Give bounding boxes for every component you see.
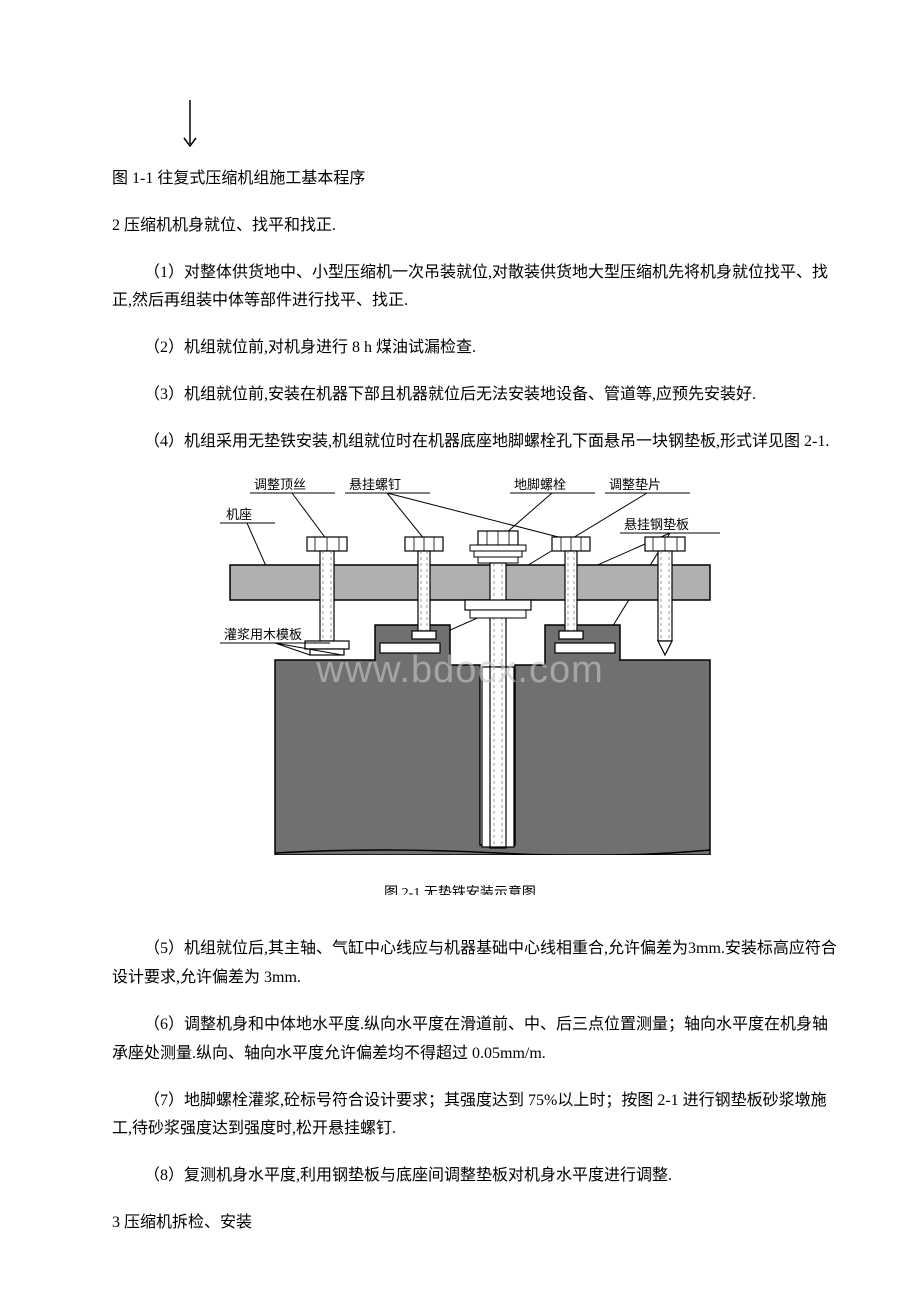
label-adjust-shim: 调整垫片 [609, 477, 661, 492]
label-adjust-screw: 调整顶丝 [254, 477, 306, 492]
installation-diagram-svg: 调整顶丝 悬挂螺钉 地脚螺栓 调整垫片 机座 悬挂钢垫板 [180, 475, 740, 855]
figure-1-1-caption: 图 1-1 往复式压缩机组施工基本程序 [80, 165, 840, 194]
figure-2-1-caption-cropped: 图 2-1 无垫铁安装示意图 [80, 885, 840, 895]
paragraph-2-5: （5）机组就位后,其主轴、气缸中心线应与机器基础中心线相重合,允许偏差为3mm.… [80, 935, 840, 993]
paragraph-2-1: （1）对整体供货地中、小型压缩机一次吊装就位,对散装供货地大型压缩机先将机身就位… [80, 259, 840, 317]
label-wood-formwork: 灌浆用木模板 [224, 627, 302, 642]
paragraph-2-7: （7）地脚螺栓灌浆,砼标号符合设计要求；其强度达到 75%以上时；按图 2-1 … [80, 1087, 840, 1145]
label-hang-screw: 悬挂螺钉 [349, 477, 401, 492]
paragraph-2-8: （8）复测机身水平度,利用钢垫板与底座间调整垫板对机身水平度进行调整. [80, 1162, 840, 1191]
label-steel-plate: 悬挂钢垫板 [624, 517, 689, 532]
paragraph-2-3: （3）机组就位前,安装在机器下部且机器就位后无法安装地设备、管道等,应预先安装好… [80, 381, 840, 410]
label-anchor-bolt: 地脚螺栓 [514, 477, 566, 492]
label-base: 机座 [226, 507, 252, 522]
paragraph-2-6: （6）调整机身和中体地水平度.纵向水平度在滑道前、中、后三点位置测量；轴向水平度… [80, 1011, 840, 1069]
paragraph-2-4: （4）机组采用无垫铁安装,机组就位时在机器底座地脚螺栓孔下面悬吊一块钢垫板,形式… [80, 428, 840, 457]
arrow-down-symbol [180, 100, 840, 150]
section-3-title: 3 压缩机拆检、安装 [80, 1209, 840, 1238]
figure-2-1-diagram: 调整顶丝 悬挂螺钉 地脚螺栓 调整垫片 机座 悬挂钢垫板 [80, 475, 840, 866]
paragraph-2-2: （2）机组就位前,对机身进行 8 h 煤油试漏检查. [80, 334, 840, 363]
section-2-title: 2 压缩机机身就位、找平和找正. [80, 212, 840, 241]
